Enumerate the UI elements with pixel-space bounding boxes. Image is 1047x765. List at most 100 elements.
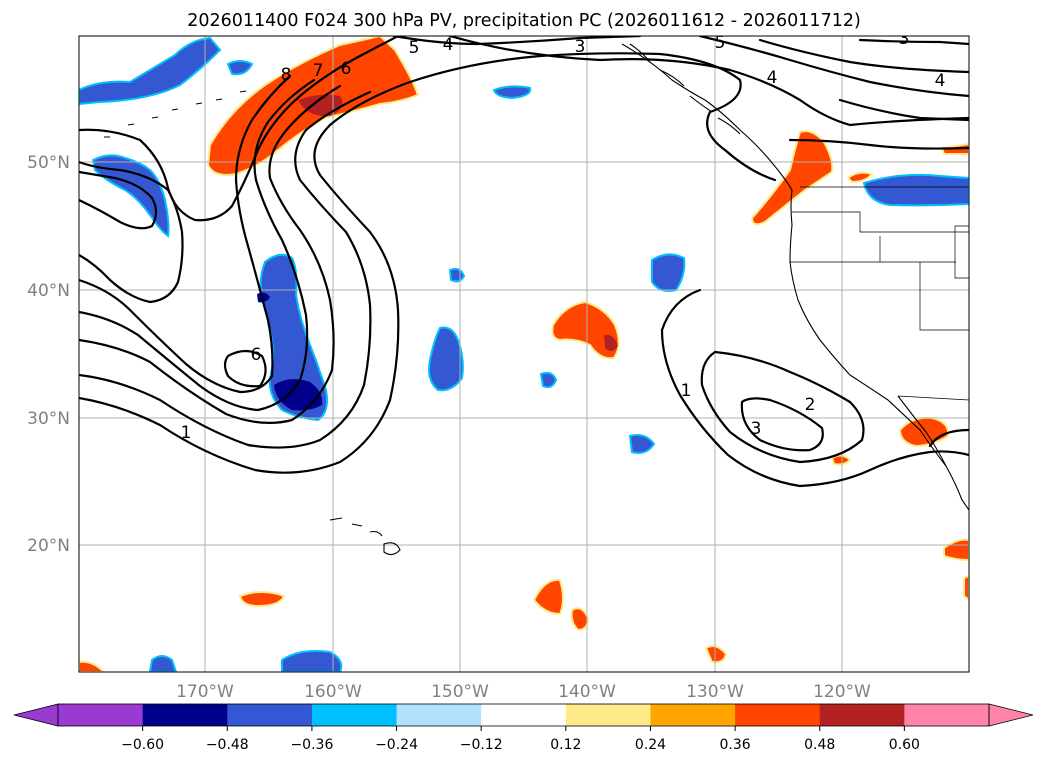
neg-area-5 [628,434,656,454]
colorbar-tick-label: 0.60 [889,737,920,753]
pv-contour-19 [740,397,824,452]
colorbar-tick-label: 0.24 [635,737,666,753]
latitude-labels: 50°N 40°N 30°N 20°N [27,153,70,556]
contour-label: 5 [409,38,420,58]
colorbar-cells [58,704,990,726]
colorbar-tick-label: 0.12 [550,737,581,753]
colorbar-tick-label: 0.48 [804,737,835,753]
lat-label: 40°N [27,281,70,301]
lat-label: 30°N [27,409,70,429]
pv-contour-14 [758,38,969,74]
pv-contours [79,36,969,488]
neg-area-core-1 [274,379,323,411]
pv-contour-6 [223,349,267,388]
contour-label: 4 [935,71,946,91]
state-borders [790,211,969,331]
contour-labels: 8 7 6 5 4 3 5 4 4 3 6 1 1 2 3 [181,29,946,443]
colorbar-cell [58,704,144,726]
pv-contour-1 [79,52,777,474]
contour-label: 1 [681,381,692,401]
contour-label: 2 [805,395,816,415]
neg-area-4 [492,85,532,100]
lon-label: 130°W [686,682,744,702]
neg-area-1 [428,326,464,392]
pv-contour-9 [79,36,400,222]
contour-label: 4 [443,35,454,55]
neg-area-8 [281,650,343,672]
hawaii [329,517,401,556]
map-frame [78,35,970,673]
pv-contour-3 [79,84,342,424]
baja-california [897,395,947,467]
pv-contour-2 [79,90,372,449]
pos-area-south-2 [570,607,590,632]
contour-label: 3 [575,37,586,57]
contour-label: 4 [767,68,778,88]
contour-label: 6 [341,59,352,79]
pos-area-south-1 [532,578,564,616]
colorbar-frame [57,703,990,727]
colorbar-tick-label: −0.36 [290,737,333,753]
neg-area-10 [226,60,254,76]
colorbar-tick-label: −0.60 [121,737,164,753]
pv-contour-11 [448,36,969,127]
contour-label: 8 [281,65,292,85]
pv-contour-7 [79,160,184,304]
us-mexico-border [897,395,969,401]
lon-label: 160°W [304,682,362,702]
neg-area-7 [448,267,466,283]
pv-contour-17 [660,288,969,488]
neg-area-6 [539,371,558,389]
pv-contour-16 [838,98,969,122]
neg-area-north-pacific-west [79,36,222,106]
lon-label: 140°W [558,682,616,702]
colorbar-tick-label: −0.24 [375,737,418,753]
aleutian-islands [104,90,247,138]
pos-area-west-coast [750,130,834,226]
pv-contour-15 [858,38,969,46]
pos-area-south-4 [704,645,728,664]
lat-label: 20°N [27,536,70,556]
coastlines [104,43,969,556]
pv-contour-13 [788,138,969,150]
lat-label: 50°N [27,153,70,173]
map-area [79,36,969,672]
pos-area-east-3 [846,171,874,184]
colorbar-under-extension [13,703,59,727]
colorbar-tick-label: 0.36 [720,737,751,753]
contour-label: 6 [251,345,262,365]
neg-area-2 [651,253,686,292]
neg-area-3 [862,173,969,207]
colorbar-over-extension [988,703,1034,727]
colorbar-cell [904,704,990,726]
pv-contour-8 [79,170,158,230]
colorbar-cell [735,704,821,726]
pos-area-mid-pacific-core [604,334,618,352]
contour-label: 3 [899,29,910,49]
colorbar-ticks: −0.60 −0.48 −0.36 −0.24 −0.12 0.12 0.24 0.36 0.4… [121,726,920,753]
colorbar-cell [396,704,482,726]
lon-label: 150°W [431,682,489,702]
pv-contour-20 [928,428,969,448]
colorbar-cell [142,704,228,726]
negative-anomaly-areas [79,36,969,672]
lon-label: 120°W [813,682,871,702]
colorbar-cell [311,704,398,726]
colorbar: −0.60 −0.48 −0.36 −0.24 −0.12 0.12 0.24 0.36 0.4… [13,703,1034,753]
contour-label: 1 [181,423,192,443]
pv-contour-18 [700,350,865,464]
contour-label: 5 [715,33,726,53]
map-title: 2026011400 F024 300 hPa PV, precipitatio… [187,11,861,31]
colorbar-tick-label: −0.12 [460,737,503,753]
pos-area-south-6 [79,660,106,672]
colorbar-cell [227,704,313,726]
colorbar-cell [481,704,567,726]
neg-area-9 [148,655,178,672]
longitude-labels: 170°W 160°W 150°W 140°W 130°W 120°W [176,682,871,702]
pv-contour-5 [79,74,292,394]
pos-area-south-3 [238,591,286,608]
contour-label: 7 [313,61,324,81]
colorbar-tick-label: −0.48 [206,737,249,753]
contour-label: 3 [751,419,762,439]
